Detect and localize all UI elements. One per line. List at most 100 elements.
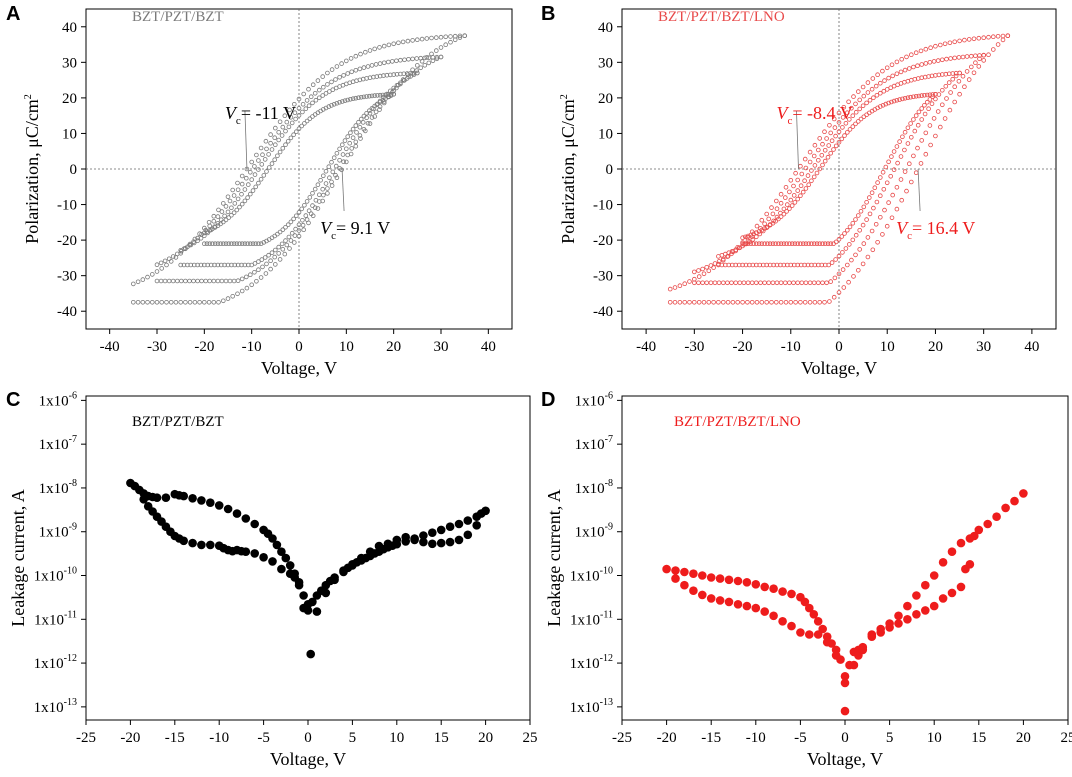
loop-point xyxy=(320,93,326,98)
data-point xyxy=(303,606,313,615)
loop-point xyxy=(405,72,411,77)
loop-point xyxy=(822,129,827,135)
loop-point xyxy=(799,280,805,286)
data-point xyxy=(179,491,188,501)
loop-point xyxy=(881,88,887,94)
loop-point xyxy=(170,278,176,284)
loop-point xyxy=(990,34,996,39)
loop-point xyxy=(778,241,784,247)
loop-point xyxy=(894,144,900,149)
loop-point xyxy=(362,128,368,134)
loop-point xyxy=(391,88,397,93)
loop-point xyxy=(924,99,930,105)
loop-point xyxy=(235,291,240,297)
loop-point xyxy=(203,278,209,284)
loop-point xyxy=(296,126,302,131)
loop-point xyxy=(429,51,434,57)
loop-point xyxy=(667,299,673,305)
loop-point xyxy=(237,241,242,247)
loop-point xyxy=(178,262,184,268)
loop-point xyxy=(168,259,174,264)
x-tick-label: 20 xyxy=(386,339,401,355)
loop-point xyxy=(356,119,361,125)
loop-point xyxy=(802,156,808,162)
loop-point xyxy=(883,101,889,107)
loop-point xyxy=(871,205,876,211)
loop-point xyxy=(884,87,890,92)
data-point xyxy=(188,494,197,503)
data-point xyxy=(306,649,316,659)
loop-point xyxy=(195,262,200,268)
data-point xyxy=(938,594,948,603)
loop-point xyxy=(296,234,302,239)
loop-point xyxy=(877,90,883,96)
loop-point xyxy=(304,118,310,124)
loop-point xyxy=(369,115,375,120)
loop-point xyxy=(235,196,241,202)
loop-point xyxy=(462,33,468,38)
loop-point xyxy=(767,222,773,227)
loop-point xyxy=(341,73,346,78)
loop-point xyxy=(904,188,909,194)
loop-point xyxy=(701,299,707,305)
loop-point xyxy=(329,103,334,108)
loop-point xyxy=(749,299,755,305)
loop-point xyxy=(828,279,833,284)
loop-point xyxy=(291,240,297,245)
loop-point xyxy=(406,56,411,62)
loop-point xyxy=(221,298,226,304)
x-axis-title: Voltage, V xyxy=(270,749,346,769)
loop-point xyxy=(828,130,833,136)
loop-point xyxy=(817,136,822,141)
loop-point xyxy=(716,299,721,305)
x-tick-label: 5 xyxy=(349,730,357,746)
loop-point xyxy=(367,110,373,116)
loop-point xyxy=(262,255,268,260)
loop-point xyxy=(199,278,204,284)
loop-point xyxy=(822,148,828,153)
loop-point xyxy=(310,191,315,196)
loop-point xyxy=(215,214,221,219)
loop-point xyxy=(773,198,779,204)
loop-point xyxy=(787,241,792,247)
loop-point xyxy=(691,276,697,282)
loop-point xyxy=(870,247,876,253)
loop-point xyxy=(195,278,200,284)
data-point xyxy=(947,588,957,598)
loop-point xyxy=(225,296,231,301)
loop-point xyxy=(250,188,256,193)
data-point xyxy=(339,566,348,575)
loop-point xyxy=(820,280,825,286)
data-point xyxy=(787,621,796,631)
loop-point xyxy=(874,93,880,98)
loop-point xyxy=(847,224,853,230)
loop-point xyxy=(762,241,767,247)
loop-point xyxy=(846,242,852,247)
loop-point xyxy=(323,181,329,186)
y-axis-title: Leakage current, A xyxy=(544,489,564,626)
data-point xyxy=(769,611,778,621)
loop-point xyxy=(962,84,967,89)
loop-point xyxy=(771,218,776,224)
loop-point xyxy=(291,216,296,222)
loop-point xyxy=(902,169,908,174)
loop-point xyxy=(833,239,839,245)
loop-point xyxy=(296,96,302,102)
loop-point xyxy=(795,280,800,286)
loop-point xyxy=(256,267,261,273)
loop-point xyxy=(913,113,919,118)
loop-point xyxy=(244,274,249,280)
y-axis-title: Polarization, μC/cm2 xyxy=(22,94,42,244)
loop-point xyxy=(299,123,305,129)
loop-point xyxy=(833,143,839,149)
loop-point xyxy=(326,164,332,170)
loop-point xyxy=(337,100,342,105)
loop-point xyxy=(339,61,344,66)
loop-point xyxy=(286,234,292,240)
loop-point xyxy=(911,117,916,122)
loop-point xyxy=(814,241,820,247)
loop-point xyxy=(327,89,332,94)
loop-point xyxy=(248,272,253,278)
loop-point xyxy=(814,170,820,176)
loop-point xyxy=(877,215,883,220)
